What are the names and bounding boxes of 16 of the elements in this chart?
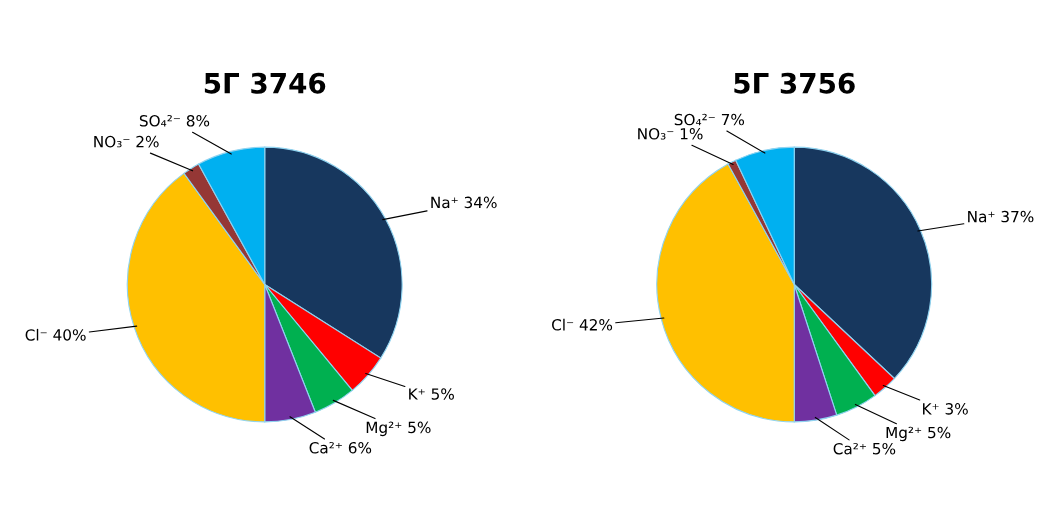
chart-title: 5Г 3746 bbox=[204, 72, 326, 94]
slice-label: NO₃⁻ 2% bbox=[94, 135, 159, 148]
slice-label: K⁺ 3% bbox=[923, 403, 968, 415]
chart-title: 5Г 3756 bbox=[734, 72, 855, 94]
slice-label: Mg²⁺ 5% bbox=[886, 426, 951, 442]
slice-label: K⁺ 5% bbox=[409, 388, 454, 400]
slice-label: Cl⁻ 40% bbox=[25, 328, 86, 341]
slice-label: Na⁺ 37% bbox=[968, 210, 1034, 223]
slice-label: NO₃⁻ 1% bbox=[638, 128, 703, 140]
slice-label: SO₄²⁻ 8% bbox=[139, 115, 210, 127]
slice-label: SO₄²⁻ 7% bbox=[674, 113, 745, 126]
slice-label: Mg²⁺ 5% bbox=[366, 421, 431, 437]
slice-label: Ca²⁺ 6% bbox=[309, 442, 372, 454]
slice-label: Na⁺ 34% bbox=[431, 196, 497, 209]
slice-label: Cl⁻ 42% bbox=[552, 318, 613, 331]
slice-label: Ca²⁺ 5% bbox=[833, 442, 896, 455]
